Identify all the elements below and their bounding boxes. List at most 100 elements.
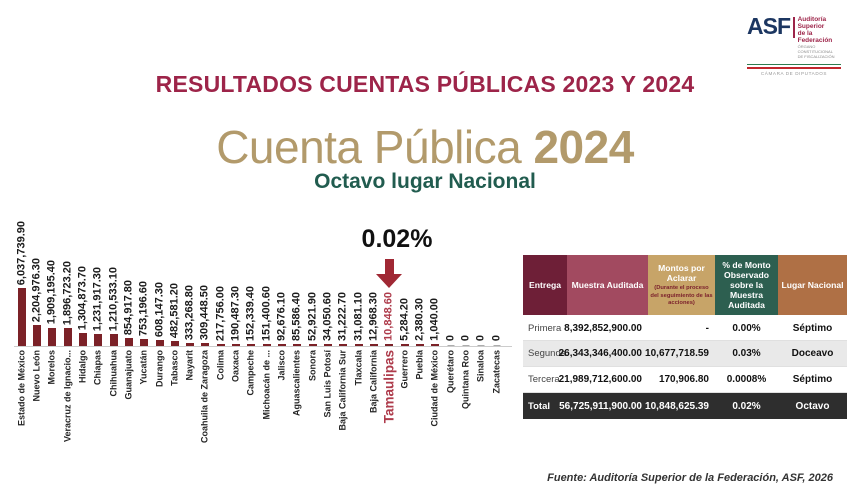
column-header-label: % de Monto Observado sobre la Muestra Au… [722, 259, 771, 311]
bar [324, 344, 333, 346]
audit-results-table: Entrega Muestra Auditada Montos por Aclara… [523, 255, 847, 419]
table-cell: 56,725,911,900.00 [559, 393, 648, 419]
bar-value-label: 152,339.40 [244, 285, 257, 341]
column-header: Entrega [523, 255, 567, 315]
bar-value-label: 31,081.10 [352, 292, 365, 341]
chart-column: 854,917.80 Guanajuato [121, 150, 136, 450]
bar [140, 338, 149, 346]
asf-logo-text: Auditoría Superior de la Federación ÓRGA… [798, 16, 841, 60]
bar-category-label: Zacatecas [491, 350, 502, 394]
column-header: Montos por Aclarar (Durante el proceso de… [648, 255, 715, 315]
subtitle: Cuenta Pública 2024 [0, 120, 850, 174]
bar-value-label: 6,037,739.90 [15, 220, 28, 285]
bar-category-label: Tamaulipas [381, 350, 397, 424]
chart-column: 1,040.00 Ciudad de México [428, 150, 443, 450]
bar [370, 344, 379, 346]
chart-column: 31,081.10 Tlaxcala [351, 150, 366, 450]
table-cell: 10,848,625.39 [645, 393, 715, 419]
table-cell: Primera [523, 315, 567, 341]
page-title: RESULTADOS CUENTAS PÚBLICAS 2023 Y 2024 [155, 71, 695, 97]
flag-stripe-green [747, 63, 841, 66]
down-arrow-icon [376, 259, 402, 288]
bar-category-label: San Luis Potosí [322, 350, 333, 418]
chart-column: 52,921.90 Sonora [305, 150, 320, 450]
bar-category-label: Chihuahua [108, 350, 119, 397]
bar-category-label: Sonora [307, 350, 318, 382]
chart-column: 333,268.80 Nayarit [183, 150, 198, 450]
logo-chamber-label: CÁMARA DE DIPUTADOS [760, 70, 828, 76]
bar-category-label: Oaxaca [230, 350, 241, 383]
table-cell: 10,677,718.59 [645, 341, 715, 367]
bar [109, 334, 118, 346]
table-cell: Octavo [778, 393, 847, 419]
table-cell: 0.0008% [715, 367, 778, 393]
table-header-row: Entrega Muestra Auditada Montos por Aclara… [523, 255, 847, 315]
chart-column: 1,210,533.10 Chihuahua [106, 150, 121, 450]
bar-category-label: Sinaloa [475, 350, 486, 383]
chart-column: 0 Quintana Roo [458, 150, 473, 450]
bar-category-label: Colima [215, 350, 226, 381]
bar-category-label: Veracruz de Ignacio... [62, 350, 73, 443]
asf-logo-top: ASF Auditoría Superior de la Federación … [747, 13, 841, 60]
bar-category-label: Ciudad de México [429, 350, 440, 427]
bar-value-label: 52,921.90 [306, 292, 319, 341]
bar-category-label: Tlaxcala [353, 350, 364, 386]
asf-logo-abbr: ASF [747, 13, 791, 39]
bar [186, 342, 195, 346]
table-cell: 0.00% [715, 315, 778, 341]
logo-name-line: Superior [797, 23, 825, 30]
table-cell: 26,343,346,400.00 [559, 341, 648, 367]
chart-column: 2,204,976.30 Nuevo León [29, 150, 44, 450]
bar [278, 344, 287, 346]
bar [415, 344, 424, 346]
table-row: Total 56,725,911,900.00 10,848,625.39 0.02%… [523, 393, 847, 419]
chart-column: 217,756.00 Colima [213, 150, 228, 450]
bar-category-label: Morelos [46, 350, 57, 385]
bar-category-label: Michoacán de ... [261, 350, 272, 420]
table-cell: 170,906.80 [648, 367, 715, 393]
bar-value-label: 854,917.80 [122, 279, 135, 335]
chart-column: 5,284.20 Guerrero [397, 150, 412, 450]
bar-category-label: Quintana Roo [460, 350, 471, 409]
bar-value-label: 92,676.10 [275, 292, 288, 341]
bar-value-label: 0 [490, 335, 503, 342]
bar [48, 327, 57, 346]
bar [385, 344, 394, 346]
bar [293, 344, 302, 346]
bar-category-label: Nayarit [184, 350, 195, 381]
bar-category-label: Puebla [414, 350, 425, 380]
table-cell: Séptimo [778, 315, 847, 341]
bar-value-label: 608,147.30 [153, 282, 166, 338]
logo-name-line: Auditoría [797, 16, 827, 23]
chart-column: 0 Zacatecas [489, 150, 504, 450]
bar-category-label: Estado de México [16, 350, 27, 427]
bar-value-label: 482,581.20 [168, 283, 181, 339]
chart-column: 482,581.20 Tabasco [167, 150, 182, 450]
bar-value-label: 0 [444, 335, 457, 342]
bar-category-label: Guanajuato [123, 350, 134, 400]
bar-value-label: 1,040.00 [428, 298, 441, 341]
bar-value-label: 2,204,976.30 [30, 257, 43, 322]
bar [462, 344, 470, 346]
chart-column: 34,050.60 San Luis Potosí [320, 150, 335, 450]
table-cell: Total [523, 393, 567, 419]
table-cell: - [648, 315, 715, 341]
bar-value-label: 151,400.60 [260, 285, 273, 341]
bar-value-label: 31,222.70 [336, 292, 349, 341]
bar-category-label: Yucatán [138, 350, 149, 385]
bar-category-label: Jalisco [276, 350, 287, 381]
bar-value-label: 1,909,195.40 [45, 260, 58, 325]
table-cell: Séptimo [778, 367, 847, 393]
bar [216, 343, 225, 346]
logo-name-line: de la Federación [797, 30, 833, 44]
column-header-label: Muestra Auditada [571, 279, 644, 290]
chart-column: 6,037,739.90 Estado de México [14, 150, 29, 450]
bar-value-label: 2,380.30 [413, 298, 426, 341]
bar [400, 344, 409, 346]
down-arrow-head [376, 274, 402, 288]
table-cell: Segunda [523, 341, 567, 367]
bar-value-label: 1,304,873.70 [76, 266, 89, 331]
bar-value-label: 1,210,533.10 [107, 267, 120, 332]
column-header-subtext: (Durante el proceso del seguimiento de l… [650, 285, 713, 306]
